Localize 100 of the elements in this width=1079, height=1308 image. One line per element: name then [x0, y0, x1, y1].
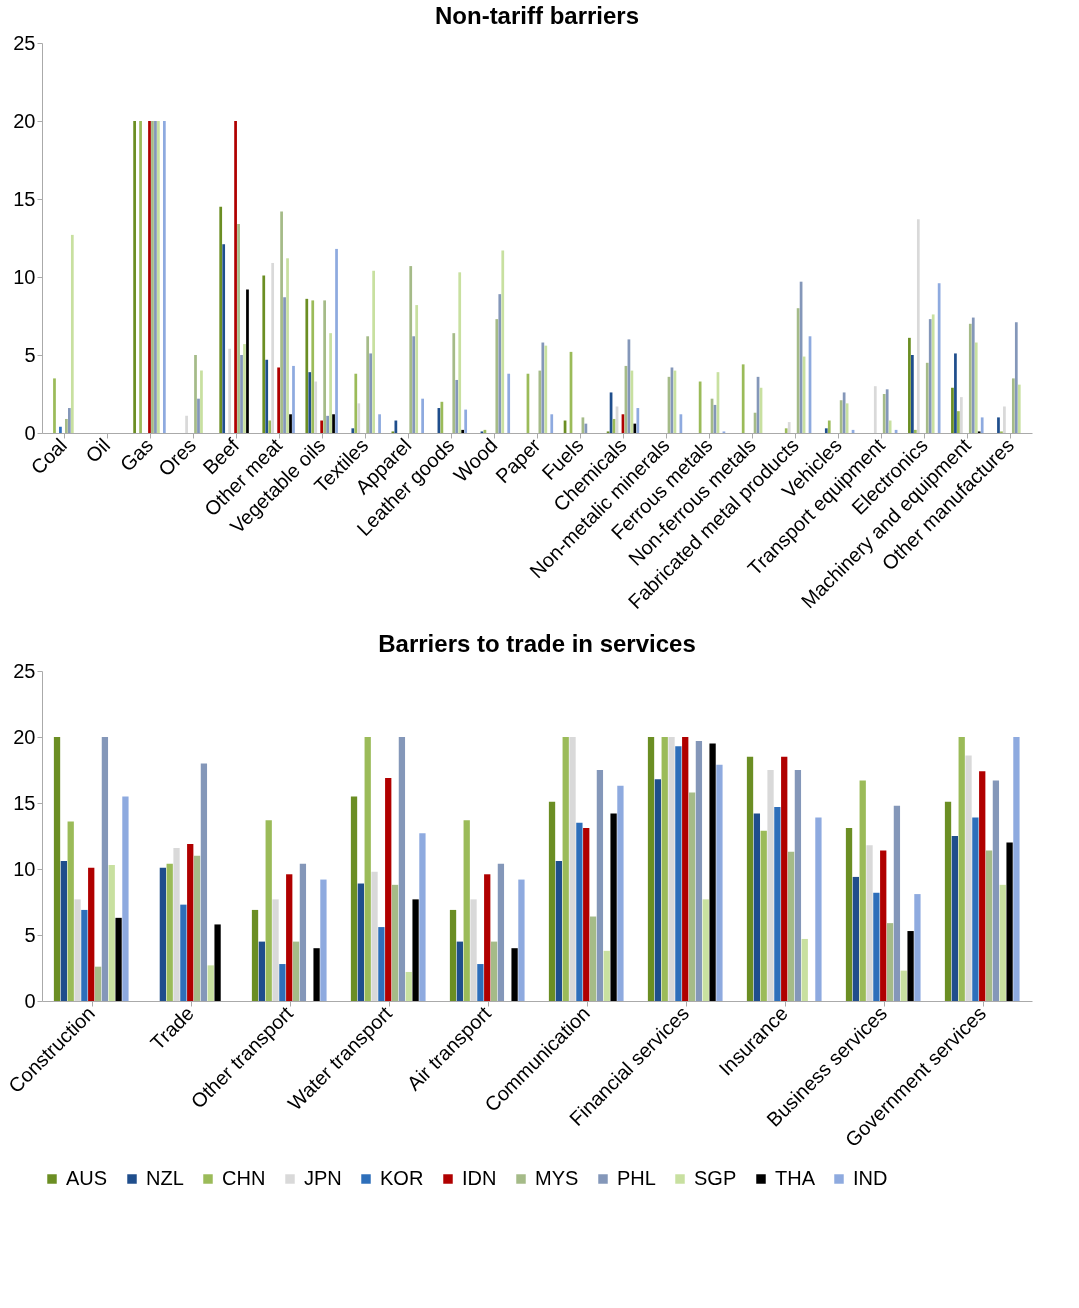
- chart-title: Barriers to trade in services: [378, 630, 696, 657]
- bar: [1017, 384, 1021, 433]
- bar: [219, 206, 223, 433]
- bar: [914, 894, 921, 1001]
- bar: [391, 884, 399, 1001]
- bar: [88, 867, 95, 1001]
- bar: [350, 796, 358, 1001]
- bar: [240, 355, 243, 433]
- bar: [323, 300, 327, 433]
- bar: [271, 262, 275, 433]
- bar: [675, 746, 682, 1001]
- bar: [419, 833, 426, 1001]
- bar: [668, 737, 675, 1001]
- bar: [159, 867, 167, 1001]
- bar: [928, 319, 932, 433]
- bar: [636, 408, 640, 433]
- bar: [421, 398, 424, 433]
- bar: [1011, 378, 1015, 433]
- bar: [139, 121, 142, 433]
- bar: [507, 373, 511, 433]
- bar: [784, 428, 788, 433]
- legend-label: KOR: [380, 1167, 424, 1189]
- bar: [498, 294, 502, 433]
- bar: [709, 743, 716, 1001]
- bar: [985, 850, 993, 1001]
- bar: [53, 737, 61, 1001]
- bar: [299, 863, 307, 1001]
- bar: [286, 874, 293, 1001]
- bar: [960, 397, 963, 433]
- bar: [971, 317, 975, 433]
- bar: [60, 861, 68, 1001]
- bar: [70, 234, 74, 433]
- bar: [74, 899, 81, 1001]
- bar: [409, 266, 413, 433]
- bar: [937, 283, 941, 433]
- bar: [314, 381, 318, 433]
- bar: [67, 408, 71, 433]
- bar: [900, 970, 907, 1001]
- legend-label: NZL: [146, 1167, 184, 1189]
- bar: [968, 323, 972, 433]
- y-tick-label: 15: [13, 791, 36, 814]
- bar: [200, 763, 208, 1001]
- bar: [562, 737, 569, 1001]
- y-tick-label: 10: [13, 857, 36, 880]
- bar: [279, 964, 286, 1001]
- bar: [332, 414, 335, 433]
- bar: [815, 817, 822, 1001]
- bar: [794, 770, 802, 1001]
- bar: [497, 863, 505, 1001]
- bar: [997, 417, 1000, 433]
- bar: [511, 948, 518, 1001]
- bar: [944, 801, 952, 1001]
- bar: [842, 392, 846, 433]
- bar: [101, 737, 109, 1001]
- legend-label: AUS: [66, 1167, 108, 1189]
- bar: [688, 792, 696, 1001]
- bar: [470, 899, 477, 1001]
- bar: [320, 420, 324, 433]
- bar: [911, 355, 914, 433]
- bar: [463, 820, 470, 1001]
- bar: [366, 336, 370, 433]
- bar: [207, 965, 214, 1001]
- bar: [647, 737, 655, 1001]
- bar: [228, 348, 231, 433]
- chart-title: Non-tariff barriers: [434, 2, 640, 29]
- y-tick-label: 15: [13, 187, 36, 210]
- bar: [461, 429, 465, 433]
- bar: [371, 871, 378, 1001]
- legend-label: SGP: [694, 1167, 737, 1189]
- y-tick-label: 25: [13, 659, 36, 682]
- y-tick-label: 20: [13, 109, 36, 132]
- bar: [243, 344, 246, 433]
- legend-label: JPN: [304, 1167, 342, 1189]
- bar: [746, 756, 754, 1001]
- bar: [265, 820, 272, 1001]
- bar: [913, 429, 917, 433]
- bar: [292, 365, 295, 433]
- y-tick-label: 25: [13, 31, 36, 54]
- bar: [916, 219, 920, 433]
- bar: [827, 420, 831, 433]
- bar: [308, 372, 312, 433]
- bar: [398, 737, 406, 1001]
- bar: [246, 289, 249, 433]
- y-tick-label: 5: [24, 343, 36, 366]
- bar: [108, 865, 115, 1001]
- bar: [1003, 406, 1006, 433]
- bar: [251, 909, 259, 1001]
- bar: [954, 353, 957, 433]
- bar: [538, 370, 542, 433]
- bar: [801, 938, 808, 1001]
- bar: [589, 916, 597, 1001]
- bar: [886, 923, 894, 1001]
- bar: [369, 353, 373, 433]
- bar: [53, 378, 56, 433]
- legend-label: PHL: [617, 1167, 656, 1189]
- bar: [716, 764, 723, 1001]
- bar: [133, 121, 136, 433]
- bar: [277, 367, 280, 433]
- bar: [313, 948, 320, 1001]
- bar: [1006, 842, 1013, 1001]
